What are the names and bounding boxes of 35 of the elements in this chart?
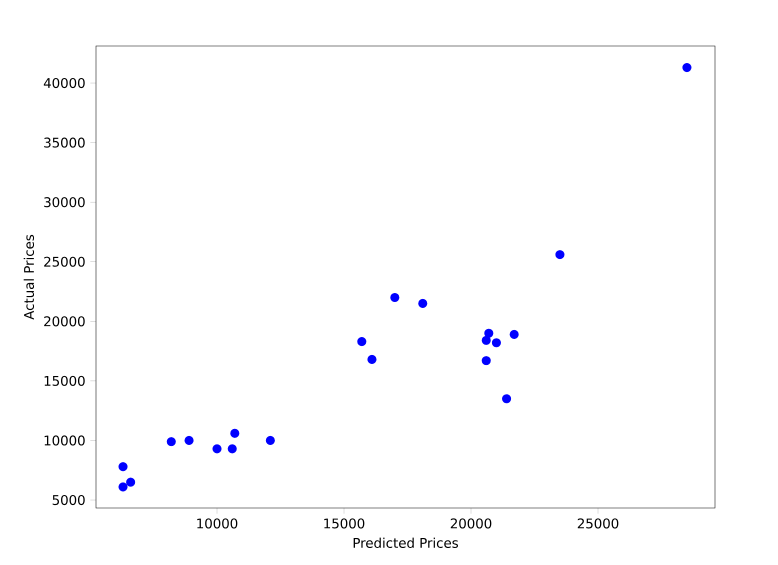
point (357, 337, 366, 346)
y-tick-label: 40000 (44, 78, 85, 88)
point (482, 336, 491, 345)
x-axis-title: Predicted Prices (354, 538, 458, 548)
y-tick-label: 30000 (44, 197, 85, 208)
point (367, 354, 376, 364)
y-tick-label: 20000 (44, 316, 85, 326)
point (126, 478, 136, 487)
point (482, 356, 491, 366)
point (228, 444, 237, 454)
y-tick-label: 15000 (44, 376, 85, 386)
x-tick-label: 10000 (197, 518, 238, 528)
x-tick-label: 15000 (324, 518, 364, 528)
point (212, 444, 222, 454)
point (492, 338, 501, 348)
point (502, 394, 512, 404)
point (555, 250, 564, 260)
y-axis-title: Actual Prices (24, 234, 34, 320)
point (418, 298, 428, 308)
y-tick-label: 5000 (52, 494, 85, 506)
x-tick-label: 25000 (578, 518, 618, 528)
point (510, 330, 519, 339)
point (118, 482, 128, 492)
point (118, 462, 128, 472)
x-tick-label: 20000 (450, 518, 492, 528)
point (166, 437, 176, 446)
point (682, 63, 692, 72)
y-tick-label: 25000 (44, 256, 85, 267)
y-tick-label: 35000 (44, 138, 85, 148)
point (184, 436, 194, 445)
point (390, 292, 400, 302)
y-tick-label: 10000 (44, 435, 85, 446)
point (484, 328, 494, 338)
point (266, 436, 275, 445)
point (230, 428, 240, 438)
